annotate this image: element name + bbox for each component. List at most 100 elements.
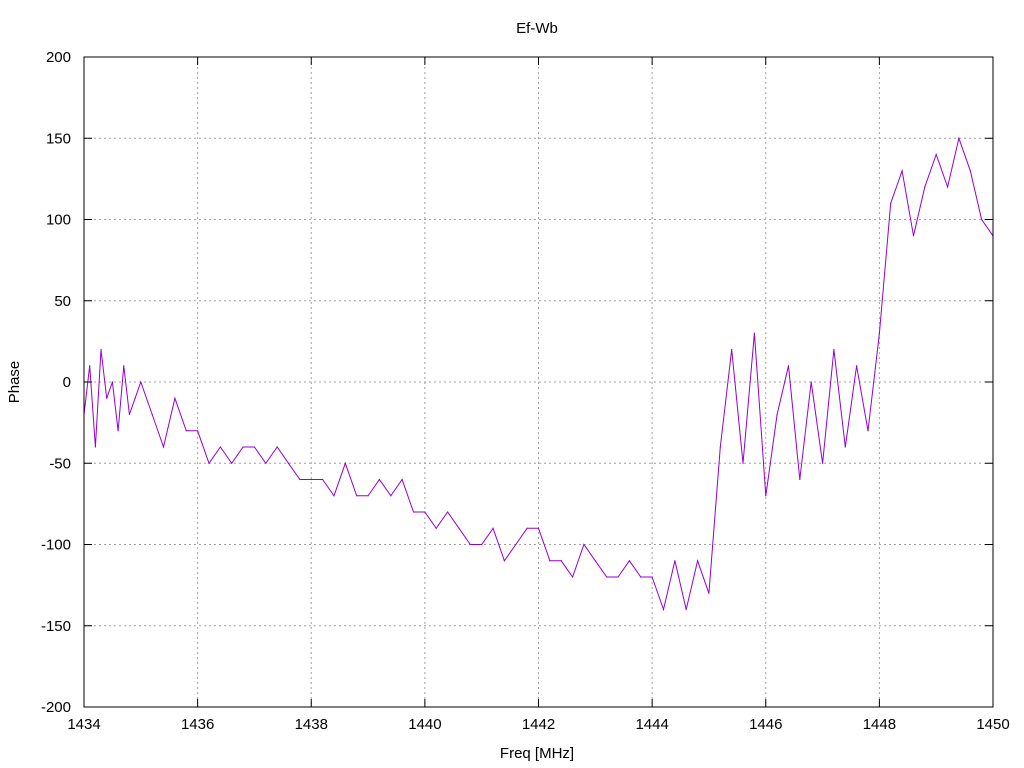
data-point xyxy=(867,430,869,432)
data-point xyxy=(821,462,824,464)
data-point xyxy=(571,576,574,578)
data-point xyxy=(401,478,403,481)
data-point xyxy=(912,235,915,237)
data-point xyxy=(583,543,585,546)
y-tick-label: 200 xyxy=(46,49,71,66)
x-axis-label: Freq [MHz] xyxy=(500,745,574,762)
data-point xyxy=(799,478,801,481)
data-point xyxy=(299,478,301,481)
data-point xyxy=(253,446,256,448)
y-tick-label: -50 xyxy=(49,455,71,472)
data-point xyxy=(481,543,483,546)
chart-title: Ef-Wb xyxy=(516,20,558,37)
y-tick-label: 50 xyxy=(54,293,71,310)
data-point xyxy=(469,543,471,546)
data-point xyxy=(231,462,233,464)
data-point xyxy=(969,170,971,172)
data-point xyxy=(162,446,165,448)
data-point xyxy=(208,462,210,464)
y-tick-label: 150 xyxy=(46,130,71,147)
data-point xyxy=(628,560,631,562)
data-point xyxy=(833,348,835,351)
data-point xyxy=(140,381,142,383)
data-point xyxy=(503,560,506,562)
data-point xyxy=(742,462,744,464)
data-point xyxy=(151,413,153,416)
axes xyxy=(83,56,994,708)
data-point xyxy=(844,446,846,448)
data-point xyxy=(197,430,199,432)
data-point xyxy=(765,495,767,497)
y-tick-label: 0 xyxy=(63,374,71,391)
data-point xyxy=(219,446,221,448)
data-point xyxy=(560,560,562,562)
data-point xyxy=(787,365,790,367)
data-point xyxy=(719,446,721,448)
data-point xyxy=(128,413,131,416)
data-point xyxy=(606,576,608,578)
y-axis-label: Phase xyxy=(6,361,23,404)
y-tick-label: -200 xyxy=(41,699,71,716)
data-point xyxy=(447,511,449,513)
data-point xyxy=(810,381,812,383)
data-point xyxy=(322,478,324,481)
data-point xyxy=(106,397,108,399)
data-point xyxy=(424,511,426,513)
x-tick-label: 1446 xyxy=(749,716,782,733)
data-point xyxy=(378,478,381,481)
data-point xyxy=(492,527,494,529)
data-point xyxy=(94,446,96,448)
x-tick-label: 1448 xyxy=(863,716,896,733)
data-point xyxy=(946,186,949,188)
x-tick-label: 1438 xyxy=(295,716,328,733)
data-point xyxy=(265,462,267,464)
data-point xyxy=(356,495,358,497)
data-point xyxy=(390,495,392,497)
data-point xyxy=(537,527,540,529)
data-point xyxy=(412,511,415,513)
data-point xyxy=(287,462,290,464)
x-tick-label: 1440 xyxy=(408,716,441,733)
data-point xyxy=(662,608,665,611)
data-point xyxy=(185,430,187,432)
data-point xyxy=(890,202,892,204)
grid-lines xyxy=(84,57,993,707)
data-point xyxy=(674,560,676,562)
data-point xyxy=(696,560,699,562)
x-tick-label: 1434 xyxy=(67,716,100,733)
data-point xyxy=(731,348,733,351)
data-point xyxy=(117,430,119,432)
data-point xyxy=(123,365,125,367)
plot-border xyxy=(83,56,994,708)
data-point xyxy=(958,137,960,139)
data-point xyxy=(435,527,437,529)
data-point xyxy=(344,462,346,464)
data-point xyxy=(878,332,880,334)
x-tick-label: 1450 xyxy=(976,716,1009,733)
data-point xyxy=(856,365,858,367)
y-tick-label: -100 xyxy=(41,537,71,554)
data-point xyxy=(651,576,653,578)
data-point xyxy=(924,186,926,188)
data-point xyxy=(935,153,937,156)
data-point xyxy=(242,446,244,448)
data-point xyxy=(111,381,114,383)
data-point xyxy=(276,446,278,448)
data-point xyxy=(174,397,176,399)
data-point xyxy=(594,560,596,562)
data-point xyxy=(310,478,312,481)
data-point xyxy=(367,495,369,497)
data-point xyxy=(776,413,778,416)
x-tick-label: 1442 xyxy=(522,716,555,733)
data-point xyxy=(981,218,983,221)
x-tick-label: 1436 xyxy=(181,716,214,733)
data-point xyxy=(89,365,91,367)
data-point xyxy=(617,576,619,578)
data-point xyxy=(753,332,755,334)
data-point xyxy=(458,527,460,529)
series-line xyxy=(83,136,994,612)
y-tick-label: -150 xyxy=(41,618,71,635)
y-tick-label: 100 xyxy=(46,212,71,229)
